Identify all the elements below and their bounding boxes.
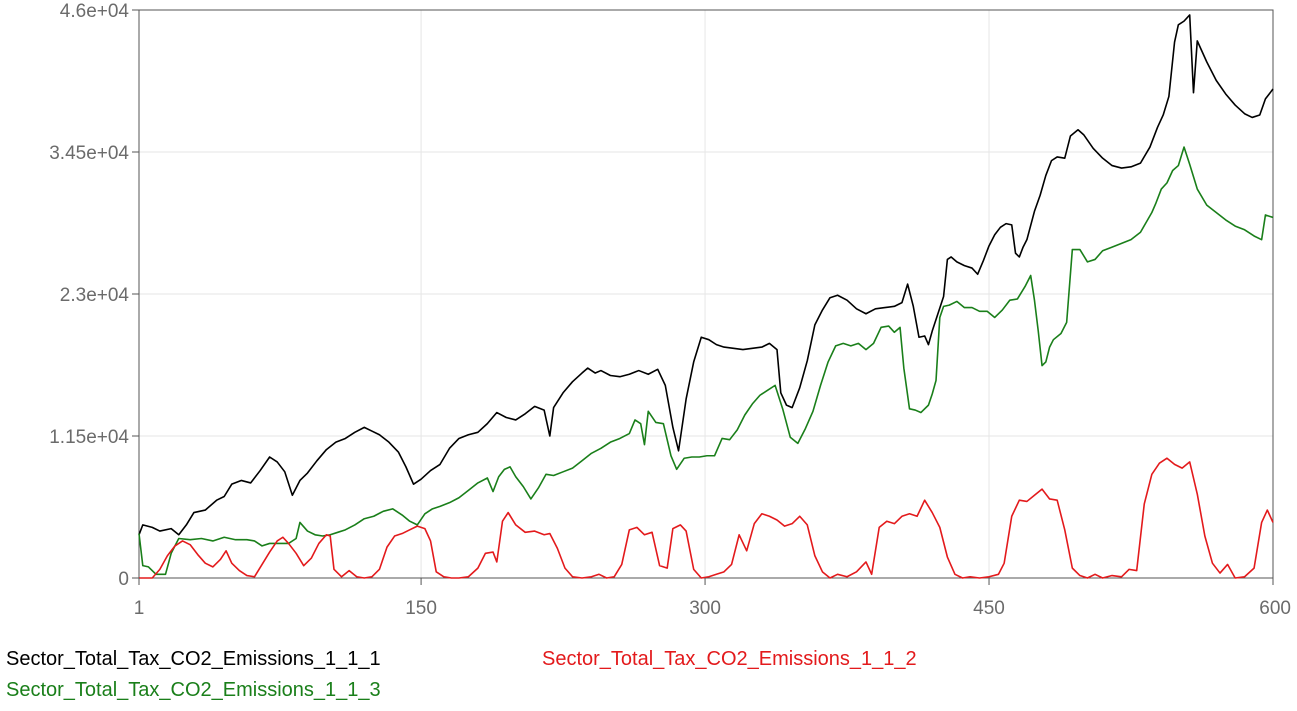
legend-series-2: Sector_Total_Tax_CO2_Emissions_1_1_2 [542,648,917,671]
x-tick-label: 150 [405,598,437,619]
legend-series-1: Sector_Total_Tax_CO2_Emissions_1_1_1 [6,648,381,671]
y-tick-label: 2.3e+04 [60,285,130,306]
axis-ticks: 0 1.15e+04 2.3e+04 3.45e+04 4.6e+04 1 150 300 45… [49,1,1291,619]
series-line-2 [139,457,1274,579]
grid-lines [138,9,1274,579]
legend-label-series-1: Sector_Total_Tax_CO2_Emissions_1_1_1 [6,648,381,670]
legend-label-series-2: Sector_Total_Tax_CO2_Emissions_1_1_2 [542,648,917,670]
y-tick-label: 0 [118,569,129,590]
y-tick-label: 4.6e+04 [60,1,130,22]
y-tick-label: 3.45e+04 [49,143,129,164]
x-tick-label: 600 [1259,598,1291,619]
series-line-3 [138,146,1274,576]
x-tick-label: 300 [689,598,721,619]
x-tick-label: 450 [973,598,1005,619]
x-tick-label: 1 [134,598,145,619]
y-tick-label: 1.15e+04 [49,427,129,448]
series-layer [138,14,1274,579]
legend-series-3: Sector_Total_Tax_CO2_Emissions_1_1_3 [6,679,381,702]
legend-label-series-3: Sector_Total_Tax_CO2_Emissions_1_1_3 [6,679,381,701]
series-line-1 [138,14,1274,536]
